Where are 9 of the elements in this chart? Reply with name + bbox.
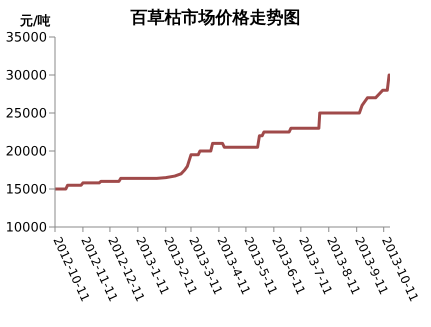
y-tick-label: 20000	[6, 144, 47, 160]
y-axis-title: 元/吨	[20, 13, 51, 30]
line-series	[55, 74, 390, 190]
chart-title: 百草枯市场价格走势图	[130, 8, 300, 28]
y-tick-label: 10000	[6, 220, 47, 236]
y-tick-label: 30000	[6, 68, 47, 84]
y-tick-label: 35000	[6, 30, 47, 46]
y-tick-label: 25000	[6, 106, 47, 122]
y-tick-label: 15000	[6, 182, 47, 198]
